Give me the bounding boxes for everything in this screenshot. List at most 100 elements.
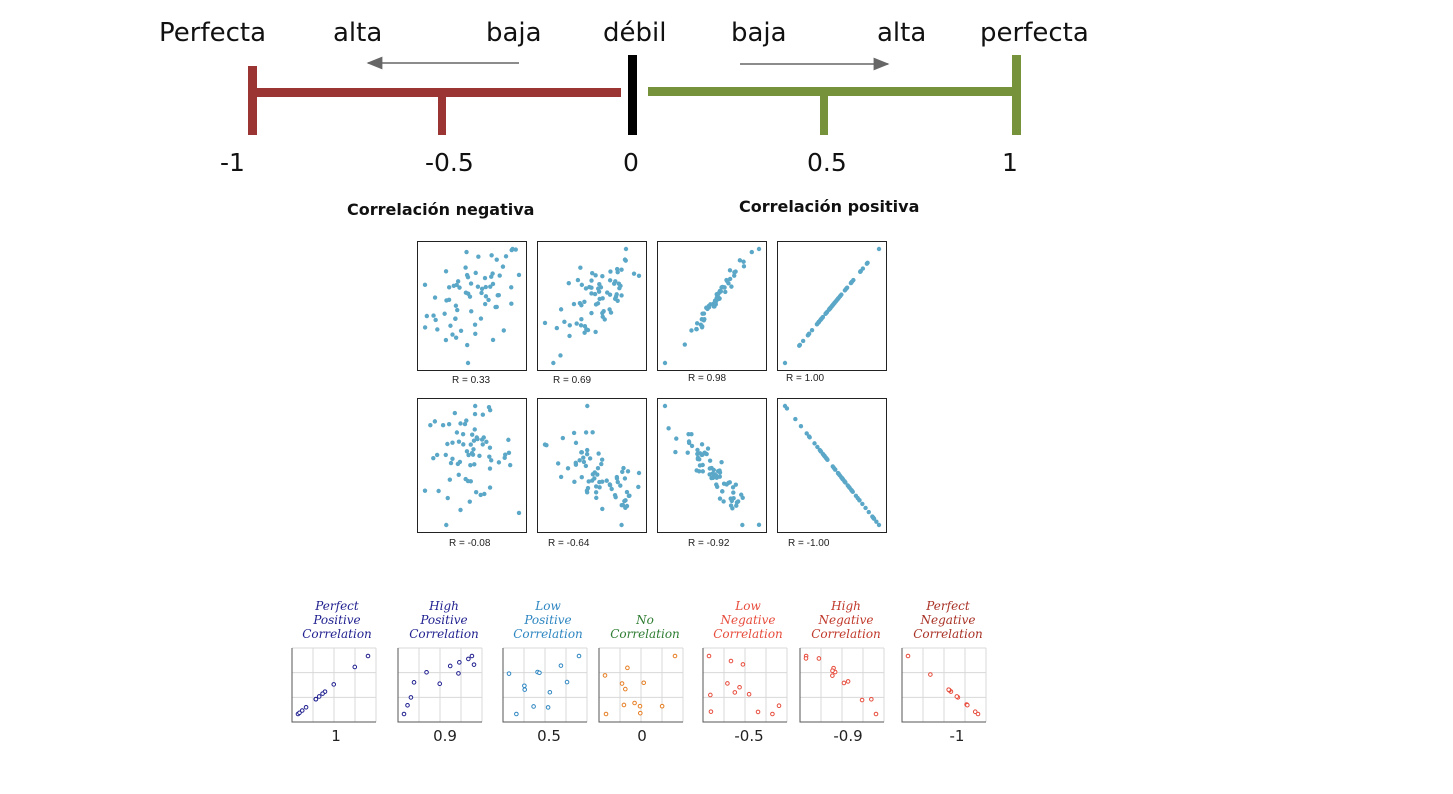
- mini-scatter-point: [659, 703, 665, 709]
- scatter-point: [460, 431, 466, 437]
- scatter-point: [607, 307, 612, 312]
- scatter-point: [844, 285, 850, 290]
- scatter-point: [443, 337, 449, 343]
- scatter-point: [516, 510, 522, 516]
- scatter-point: [685, 450, 690, 455]
- scatter-point: [608, 269, 613, 274]
- scatter-point: [457, 459, 463, 465]
- tick-minus-one: [248, 66, 257, 135]
- scatter-point: [493, 304, 498, 310]
- scatter-panel: [537, 241, 647, 371]
- scatter-point: [715, 294, 721, 300]
- mini-scatter-point: [816, 656, 822, 661]
- scatter-point: [720, 284, 725, 290]
- scatter-point: [705, 446, 711, 451]
- scatter-point: [422, 282, 428, 288]
- scatter-point: [604, 478, 609, 483]
- scatter-point: [582, 299, 587, 304]
- scatter-point: [593, 490, 599, 495]
- mini-scatter-point: [641, 680, 647, 686]
- mini-scatter-point: [954, 694, 960, 699]
- scatter-point: [619, 267, 624, 272]
- mini-scatter-point: [411, 680, 417, 685]
- scatter-point: [807, 435, 812, 440]
- scatter-point: [589, 278, 594, 283]
- scatter-point: [571, 430, 577, 436]
- mini-scatter-point: [873, 711, 879, 717]
- scatter-point: [729, 284, 734, 289]
- scatter-point: [450, 332, 455, 337]
- scatter-point: [694, 468, 699, 473]
- scatter-point: [697, 463, 703, 468]
- tick-minus-half: [438, 95, 446, 135]
- scatter-point: [714, 482, 719, 487]
- panel-frame: [537, 241, 647, 371]
- scatter-point: [489, 253, 494, 258]
- scatter-point: [560, 435, 566, 441]
- mini-scatter-point: [466, 656, 471, 662]
- mini-scatter-plot: [397, 647, 483, 723]
- scatter-point: [554, 325, 560, 331]
- scatter-point: [741, 264, 747, 269]
- mini-plot-value: -1: [949, 727, 965, 745]
- scatter-point: [666, 426, 671, 431]
- scatter-point: [457, 285, 462, 290]
- mini-scatter-point: [576, 653, 582, 659]
- mini-scatter-point: [352, 664, 358, 670]
- scatter-point: [453, 335, 459, 340]
- scatter-point: [731, 496, 736, 501]
- mini-axes: [502, 648, 587, 723]
- scale-word-perfect-negative: Perfecta: [159, 18, 267, 48]
- scatter-point: [717, 288, 723, 294]
- scatter-panel: [537, 398, 647, 533]
- scatter-point: [468, 442, 473, 447]
- scatter-point: [444, 298, 449, 303]
- scatter-point: [601, 308, 606, 314]
- scatter-point: [465, 360, 471, 366]
- scatter-point: [674, 436, 679, 441]
- scatter-point: [480, 442, 485, 447]
- scatter-point: [585, 327, 591, 333]
- scatter-point: [458, 421, 463, 426]
- scatter-point: [876, 522, 882, 528]
- mini-scatter-point: [830, 673, 835, 678]
- scatter-point: [595, 465, 601, 471]
- scatter-point: [699, 325, 705, 330]
- scatter-point: [478, 492, 483, 498]
- scatter-point: [573, 440, 579, 446]
- mini-scatter-point: [408, 695, 414, 700]
- scatter-point: [662, 360, 668, 366]
- scatter-point: [464, 418, 469, 423]
- scatter-point: [474, 435, 479, 440]
- mini-scatter-point: [331, 682, 337, 687]
- scatter-point: [622, 498, 627, 504]
- scatter-point: [494, 257, 499, 262]
- scatter-point: [592, 470, 597, 475]
- mini-scatter-point: [437, 681, 443, 686]
- scatter-point: [636, 470, 642, 476]
- scatter-point: [443, 452, 448, 458]
- scatter-point: [756, 246, 762, 252]
- panel-label: R = -0.64: [548, 538, 590, 549]
- scatter-point: [820, 451, 825, 457]
- scatter-point: [586, 479, 591, 484]
- scatter-point: [600, 314, 605, 319]
- scatter-point: [809, 328, 815, 333]
- scatter-point: [806, 332, 811, 337]
- scatter-point: [707, 458, 713, 463]
- mini-scatter-point: [637, 703, 643, 709]
- scatter-point: [486, 297, 491, 303]
- scatter-point: [475, 284, 481, 289]
- scatter-point: [823, 455, 828, 460]
- scatter-point: [823, 311, 828, 317]
- scatter-point: [723, 289, 728, 295]
- scatter-point: [424, 313, 430, 319]
- mini-scatter-point: [514, 711, 519, 717]
- panel-label: R = 0.33: [452, 375, 491, 386]
- scatter-point: [592, 291, 598, 297]
- scatter-point: [464, 449, 470, 454]
- scatter-point: [579, 317, 584, 322]
- scatter-point: [487, 445, 493, 450]
- scatter-point: [566, 280, 571, 286]
- scatter-point: [782, 360, 788, 366]
